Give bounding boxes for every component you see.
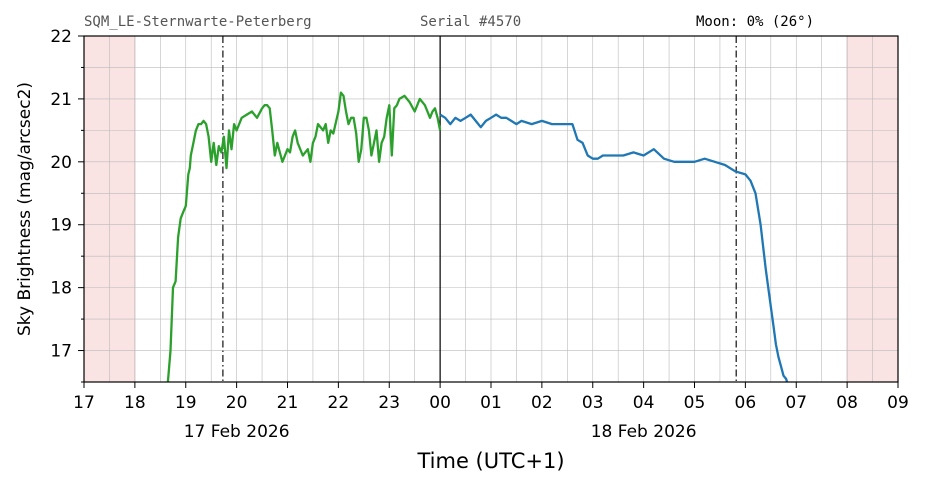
y-tick-label: 21 bbox=[50, 90, 72, 110]
x-axis-label: Time (UTC+1) bbox=[416, 449, 564, 473]
y-axis-label: Sky Brightness (mag/arcsec2) bbox=[15, 82, 35, 336]
x-tick-label: 09 bbox=[887, 393, 909, 413]
x-tick-label: 04 bbox=[633, 393, 655, 413]
y-tick-label: 19 bbox=[50, 216, 72, 236]
y-tick-label: 17 bbox=[50, 342, 72, 362]
series-line-0 bbox=[166, 91, 442, 383]
x-tick-label: 06 bbox=[735, 393, 757, 413]
x-axis-ticks: 17 18 19 20 21 22 23 00 01 02 03 04 05 06 07 08 09 bbox=[73, 382, 909, 413]
x-tick-label: 20 bbox=[226, 393, 248, 413]
x-tick-label: 19 bbox=[175, 393, 197, 413]
x-tick-label: 23 bbox=[378, 393, 400, 413]
y-tick-label: 20 bbox=[50, 153, 72, 173]
date-label: 17 Feb 2026 bbox=[184, 422, 290, 442]
data-series bbox=[166, 91, 789, 383]
x-tick-label: 18 bbox=[124, 393, 146, 413]
x-tick-label: 21 bbox=[277, 393, 299, 413]
serial-number: Serial #4570 bbox=[420, 14, 522, 30]
grid bbox=[83, 35, 899, 383]
series-line-1 bbox=[439, 113, 789, 383]
y-axis-ticks: 17 18 19 20 21 22 bbox=[50, 27, 84, 383]
date-labels: 17 Feb 2026 18 Feb 2026 bbox=[184, 422, 697, 442]
station-name: SQM_LE-Sternwarte-Peterberg bbox=[84, 14, 312, 30]
y-tick-label: 22 bbox=[50, 27, 72, 47]
x-tick-label: 07 bbox=[785, 393, 807, 413]
x-tick-label: 03 bbox=[582, 393, 604, 413]
reference-lines bbox=[222, 36, 737, 382]
x-tick-label: 00 bbox=[429, 393, 451, 413]
x-tick-label: 02 bbox=[531, 393, 553, 413]
x-tick-label: 22 bbox=[328, 393, 350, 413]
x-tick-label: 08 bbox=[836, 393, 858, 413]
date-label: 18 Feb 2026 bbox=[591, 422, 697, 442]
x-tick-label: 17 bbox=[73, 393, 95, 413]
y-tick-label: 18 bbox=[50, 279, 72, 299]
x-tick-label: 05 bbox=[684, 393, 706, 413]
x-tick-label: 01 bbox=[480, 393, 502, 413]
moon-info: Moon: 0% (26°) bbox=[696, 14, 815, 30]
